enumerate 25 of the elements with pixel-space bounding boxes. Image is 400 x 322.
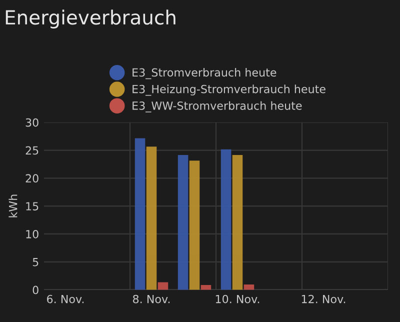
x-tick-label: 12. Nov.: [302, 294, 346, 304]
bar: [178, 155, 188, 290]
y-tick-label: 10: [26, 230, 38, 238]
x-tick-label: 8. Nov.: [133, 294, 170, 304]
bar: [220, 149, 232, 290]
y-tick-label: 20: [26, 174, 38, 183]
chart-title: Energieverbrauch: [6, 10, 176, 28]
bar: [189, 160, 200, 290]
x-tick-label: 6. Nov.: [47, 294, 84, 304]
legend-label: E3_Heizung-Stromverbrauch heute: [132, 84, 326, 96]
legend-label: E3_WW-Stromverbrauch heute: [132, 101, 302, 112]
y-tick-label: 30: [26, 118, 38, 127]
bar: [244, 284, 254, 290]
y-tick-label: 5: [32, 258, 38, 266]
y-tick-label: 0: [32, 286, 38, 294]
bar: [134, 138, 146, 290]
bar: [158, 282, 168, 290]
bar: [146, 146, 157, 290]
legend-label: E3_Stromverbrauch heute: [132, 68, 276, 80]
bar: [200, 285, 212, 290]
y-tick-label: 15: [26, 202, 38, 210]
y-axis-title: kWh: [8, 194, 18, 218]
x-tick-label: 10. Nov.: [216, 294, 260, 304]
bar: [232, 155, 243, 290]
y-tick-label: 25: [26, 146, 38, 155]
